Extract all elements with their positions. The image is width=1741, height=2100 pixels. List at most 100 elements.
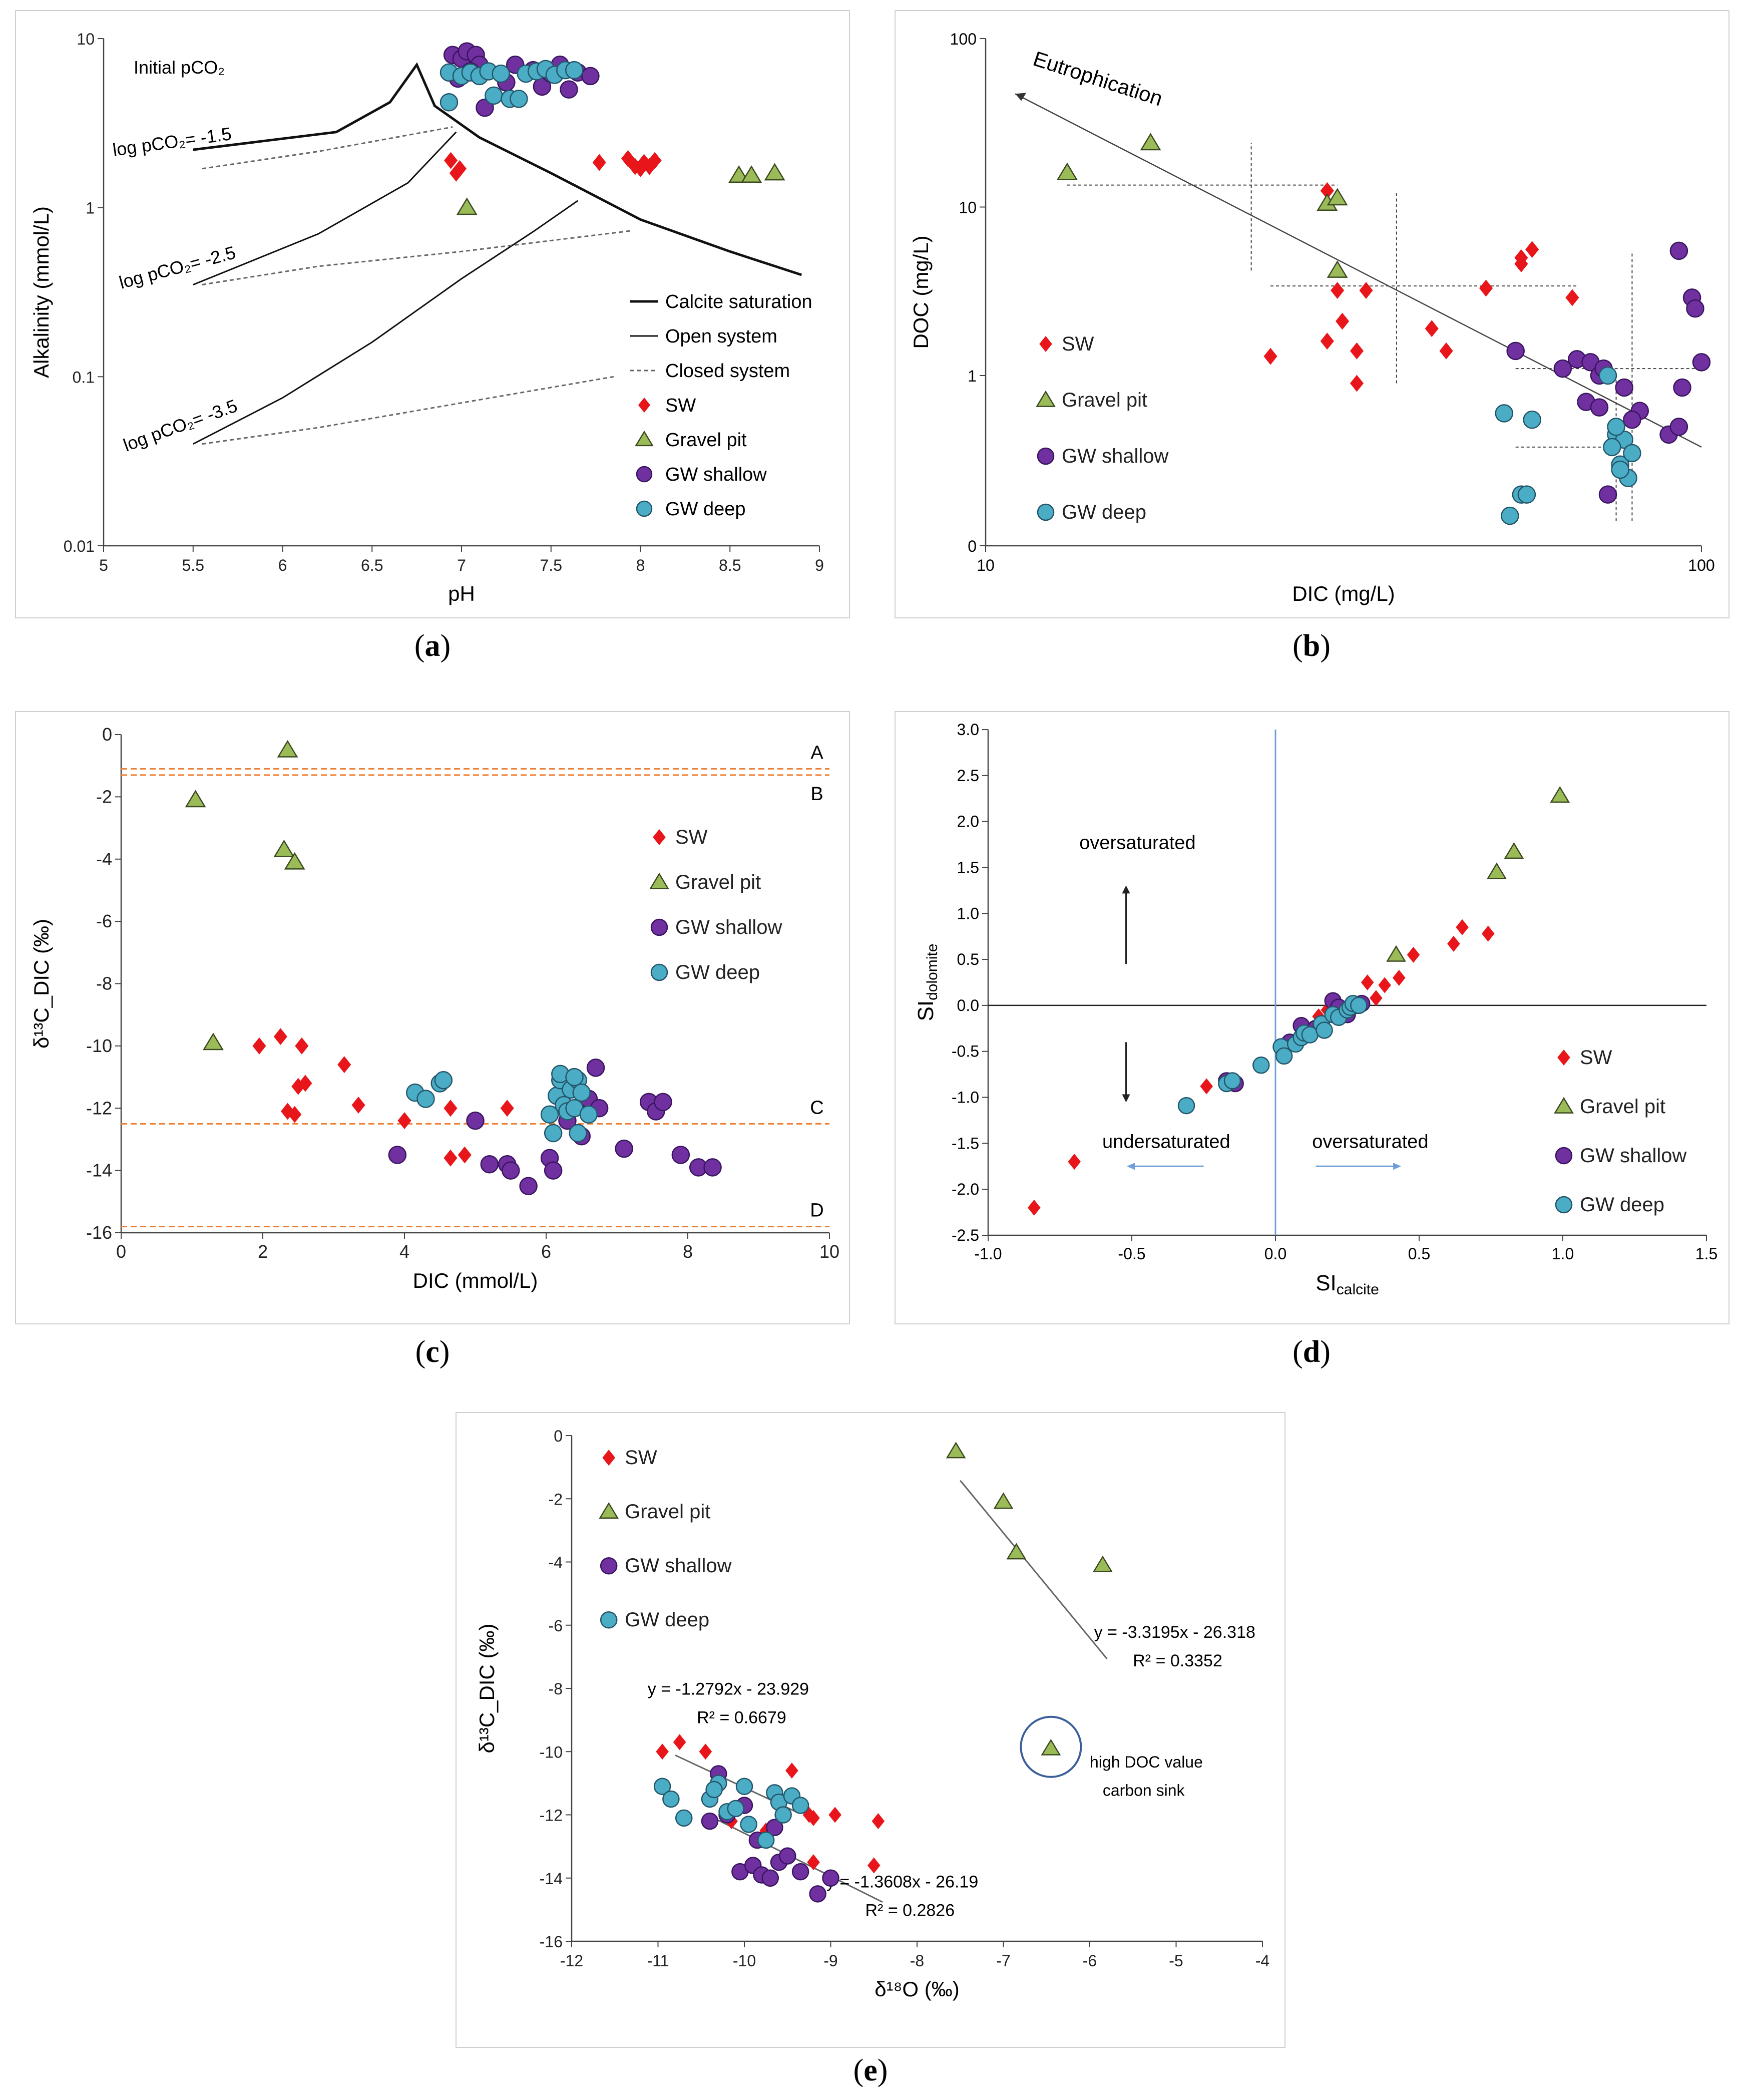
x-tick-label: -11 <box>647 1952 669 1970</box>
point-gw-shallow <box>809 1885 826 1903</box>
point-gw-deep <box>662 1790 680 1808</box>
x-tick-label: -9 <box>823 1952 837 1970</box>
open-system-line <box>193 131 457 285</box>
y-tick-label: -1.0 <box>952 1089 979 1107</box>
point-gw-shallow <box>466 1111 485 1130</box>
point-sw <box>273 1028 287 1045</box>
point-sw <box>1479 279 1493 297</box>
point-gravel-pit <box>273 839 295 857</box>
point-sw <box>807 1810 820 1826</box>
legend-marker-sw <box>638 397 651 413</box>
x-tick-label: 5 <box>99 556 108 574</box>
y-tick-label: 1.5 <box>957 858 979 876</box>
reference-label-d: D <box>810 1200 823 1221</box>
trendline-r2-1: R² = 0.6679 <box>697 1708 786 1727</box>
point-gw-deep <box>1495 404 1513 423</box>
point-gw-deep <box>416 1090 435 1108</box>
y-tick-label: -4 <box>96 849 112 869</box>
legend-marker-gw-deep <box>636 500 653 517</box>
trendline-label-3: y = -3.3195x - 26.318 <box>1094 1623 1255 1642</box>
x-tick-label: -7 <box>996 1952 1010 1970</box>
eutrophication-arrowhead <box>1015 93 1027 101</box>
closed-system-line <box>202 230 632 286</box>
y-tick-label: -10 <box>540 1743 563 1761</box>
point-sw <box>1407 946 1420 963</box>
point-gw-shallow <box>1673 378 1691 397</box>
calcite-saturation-line <box>193 62 802 276</box>
point-gravel-pit <box>728 165 750 183</box>
point-sw <box>656 1743 669 1760</box>
point-sw <box>351 1097 365 1114</box>
y-tick-label: 0 <box>554 1427 563 1445</box>
x-tick-label: 0.5 <box>1408 1245 1430 1263</box>
point-sw <box>288 1106 302 1123</box>
point-gw-deep <box>565 61 584 80</box>
point-gw-deep <box>1598 366 1617 385</box>
point-sw <box>699 1743 712 1760</box>
point-sw <box>1393 969 1406 986</box>
point-gw-deep <box>1607 418 1625 436</box>
point-sw <box>1200 1078 1213 1095</box>
point-sw <box>444 1149 458 1167</box>
y-tick-label: 0.01 <box>64 537 95 555</box>
legend-label-sw: SW <box>1580 1046 1612 1069</box>
point-gw-deep <box>1252 1057 1270 1074</box>
point-sw <box>1350 375 1364 392</box>
legend-label-closed: Closed system <box>665 361 790 382</box>
y-axis-title: Alkalinity (mmol/L) <box>30 206 53 378</box>
legend-label-sw: SW <box>625 1447 657 1469</box>
x-tick-label: 100 <box>1688 556 1714 574</box>
x-tick-label: -4 <box>1255 1952 1269 1970</box>
legend-marker-sw <box>1557 1049 1570 1066</box>
x-tick-label: 5.5 <box>182 556 204 574</box>
point-gw-deep <box>1623 444 1641 463</box>
legend-label-gw-shallow: GW shallow <box>1580 1145 1686 1167</box>
point-sw <box>673 1734 686 1751</box>
point-gw-shallow <box>822 1869 839 1887</box>
y-tick-label: -4 <box>549 1554 563 1572</box>
point-sw <box>252 1037 266 1055</box>
arrow-up-head <box>1122 885 1130 894</box>
point-gw-deep <box>705 1781 723 1799</box>
annotation-pco2-3-5: log pCO₂= -3.5 <box>121 395 240 455</box>
point-sw <box>453 160 467 177</box>
y-tick-label: -14 <box>86 1160 112 1181</box>
point-gw-deep <box>565 1068 584 1087</box>
point-gw-deep <box>675 1809 693 1827</box>
point-sw <box>1263 347 1277 365</box>
point-gw-deep <box>1177 1097 1195 1115</box>
point-gw-shallow <box>1590 398 1609 417</box>
point-sw <box>1514 255 1528 272</box>
point-sw <box>1481 925 1495 942</box>
legend-marker-gw-deep <box>1037 503 1055 521</box>
x-axis-title: DIC (mg/L) <box>1292 582 1395 605</box>
point-gw-deep <box>1603 438 1621 457</box>
x-tick-label: 8.5 <box>719 556 741 574</box>
y-tick-label: 2.5 <box>957 767 979 785</box>
x-tick-label: 10 <box>977 556 995 574</box>
x-tick-label: -12 <box>560 1952 583 1970</box>
point-gw-deep <box>1316 1021 1333 1039</box>
y-tick-label: 0.0 <box>957 996 979 1014</box>
point-gravel-pit <box>1327 188 1348 206</box>
point-sw <box>1565 289 1579 306</box>
legend-label-gravel-pit: Gravel pit <box>1062 389 1147 411</box>
point-gw-deep <box>569 1124 587 1143</box>
point-gravel-pit <box>284 852 305 870</box>
point-gw-deep <box>653 1778 671 1795</box>
point-sw <box>295 1037 309 1055</box>
point-gw-shallow <box>791 1863 809 1881</box>
legend-label-gw-deep: GW deep <box>1062 501 1146 523</box>
closed-system-line <box>202 376 614 445</box>
legend-marker-gw-shallow <box>636 466 653 483</box>
legend-label-gw-deep: GW deep <box>1580 1194 1664 1216</box>
point-gravel-pit <box>946 1442 966 1459</box>
trendline-3 <box>960 1480 1108 1659</box>
y-tick-label: -8 <box>96 973 112 994</box>
point-gw-shallow <box>654 1093 672 1112</box>
point-sw <box>1425 320 1439 337</box>
legend-label-gw-shallow: GW shallow <box>665 464 767 485</box>
x-axis-title: δ¹⁸O (‰) <box>875 1977 959 2001</box>
y-tick-label: -8 <box>549 1680 563 1698</box>
point-sw <box>1028 1199 1041 1216</box>
